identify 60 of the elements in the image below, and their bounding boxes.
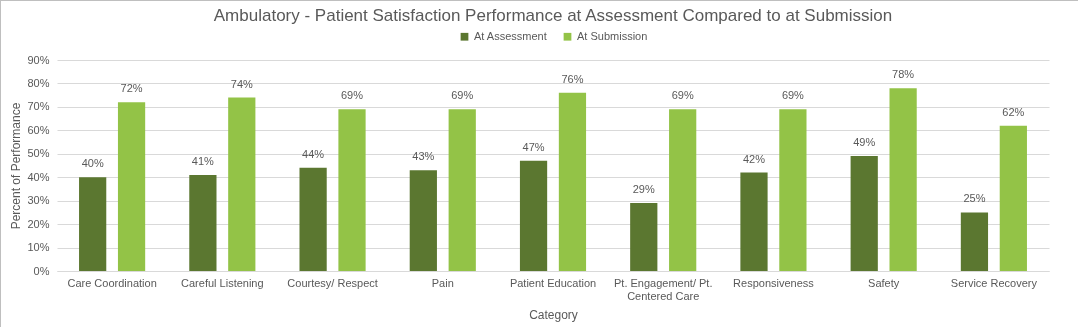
bar [189, 174, 217, 271]
y-tick-label: 20% [27, 217, 50, 230]
bar [999, 125, 1027, 271]
x-tick-label: Responsiveness [733, 276, 815, 289]
data-label: 72% [120, 82, 143, 95]
legend-label: At Submission [577, 29, 648, 42]
x-tick-label: Care Coordination [67, 276, 157, 289]
bar [519, 160, 548, 271]
data-label: 78% [892, 68, 915, 81]
bar [117, 102, 146, 271]
bar [850, 156, 878, 271]
bar [779, 109, 807, 271]
data-label: 62% [1002, 105, 1025, 118]
data-label: 25% [963, 192, 986, 205]
bar [960, 212, 989, 271]
data-label: 76% [561, 72, 584, 85]
x-tick-label: Safety [868, 276, 900, 289]
y-tick-label: 80% [27, 76, 50, 89]
chart-title: Ambulatory - Patient Satisfaction Performance at Assessment Compared to at Submission [213, 6, 893, 25]
data-label: 69% [340, 89, 364, 102]
bar [448, 109, 476, 271]
bar [299, 167, 327, 271]
y-tick-label: 50% [27, 147, 50, 160]
data-label: 42% [742, 152, 766, 165]
data-label: 49% [853, 136, 876, 149]
y-tick-label: 70% [27, 100, 50, 113]
data-label: 74% [230, 77, 253, 90]
y-tick-label: 30% [27, 194, 50, 207]
x-tick-label: Service Recovery [950, 276, 1038, 289]
data-label: 69% [781, 89, 805, 102]
bar [338, 109, 366, 271]
data-label: 69% [671, 89, 694, 102]
legend-label: At Assessment [474, 29, 547, 42]
data-label: 40% [81, 157, 104, 170]
data-label: 41% [191, 154, 215, 167]
bar [228, 97, 256, 271]
bar [740, 172, 768, 271]
bar [79, 177, 107, 271]
data-label: 69% [451, 89, 474, 102]
bar [630, 203, 658, 271]
bar [558, 92, 587, 271]
y-tick-label: 40% [27, 170, 50, 183]
data-label: 47% [522, 140, 545, 153]
y-tick-label: 60% [27, 123, 50, 136]
x-tick-label: Pain [431, 276, 454, 289]
bar [889, 88, 917, 271]
y-axis-title: Percent of Performance [9, 102, 24, 230]
y-tick-label: 0% [33, 264, 50, 277]
x-axis-title: Category [529, 307, 578, 322]
data-label: 44% [302, 147, 325, 160]
data-label: 29% [632, 183, 655, 196]
bar [409, 170, 437, 271]
x-tick-label: Patient Education [509, 276, 597, 289]
y-tick-label: 10% [27, 241, 50, 254]
data-label: 43% [412, 150, 435, 163]
x-tick-label: Pt. Engagement/ Pt. Centered Care [614, 276, 713, 302]
bar [669, 109, 697, 271]
x-tick-label: Courtesy/ Respect [287, 276, 378, 289]
x-tick-label: Careful Listening [181, 276, 264, 289]
y-tick-label: 90% [27, 53, 50, 66]
